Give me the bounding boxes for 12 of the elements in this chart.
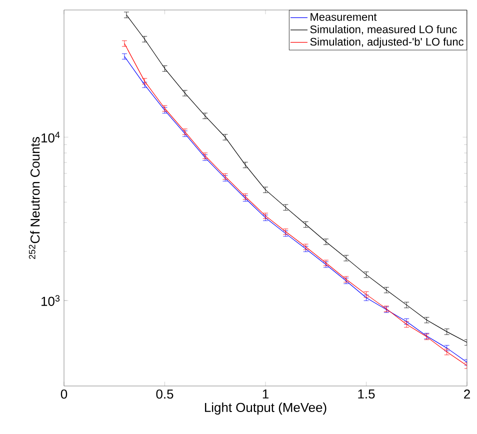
legend-label: Measurement: [310, 13, 377, 21]
y-tick-label: 10$^{3}$: [42, 295, 60, 306]
x-tick-label: 0: [60, 390, 68, 399]
x-axis-title: Light Output (MeVee): [205, 402, 326, 415]
y-axis-title: $^{252}$Cf Neutron Counts: [28, 137, 40, 259]
legend-label: Simulation, measured LO func: [310, 25, 457, 35]
legend-label: Simulation, adjusted-'b' LO func: [310, 38, 464, 48]
y-tick-label: 10$^{4}$: [42, 132, 60, 142]
x-tick-label: 1: [262, 390, 268, 398]
x-tick-label: 0.5: [156, 390, 174, 399]
x-tick-label: 2: [464, 390, 470, 399]
x-tick-label: 1.5: [358, 390, 375, 399]
